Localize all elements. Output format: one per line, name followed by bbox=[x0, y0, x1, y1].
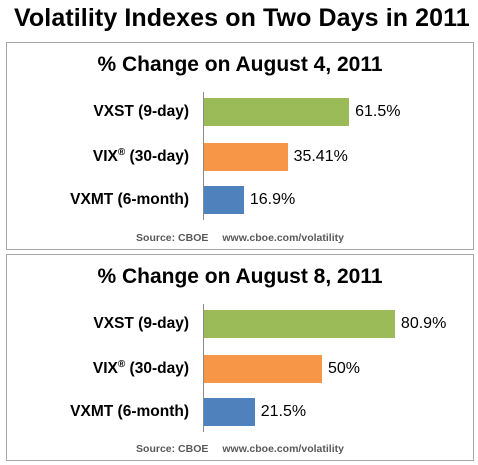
chart-source: Source: CBOE www.cboe.com/volatility bbox=[7, 232, 473, 244]
bar-vxmt-6-month bbox=[204, 186, 244, 214]
bar-vxst-9-day bbox=[204, 310, 395, 338]
chart-title: % Change on August 8, 2011 bbox=[97, 265, 383, 288]
source-text: Source: CBOE bbox=[136, 232, 209, 244]
chart-panel-aug-4: % Change on August 4, 2011 Source: CBOE w… bbox=[6, 42, 474, 250]
chart-panel-aug-8: % Change on August 8, 2011 Source: CBOE w… bbox=[6, 254, 474, 461]
data-label-vxst-9-day: 61.5% bbox=[355, 103, 401, 120]
category-label-vxmt-6-month: VXMT (6-month) bbox=[70, 403, 189, 420]
data-label-vxst-9-day: 80.9% bbox=[400, 315, 447, 332]
category-label-vix-30-day: VIX® (30-day) bbox=[92, 359, 189, 378]
category-label-vxst-9-day: VXST (9-day) bbox=[93, 315, 189, 332]
bar-vxst-9-day bbox=[204, 98, 350, 126]
category-label-vxmt-6-month: VXMT (6-month) bbox=[70, 191, 189, 208]
chart-source: Source: CBOE www.cboe.com/volatility bbox=[7, 443, 473, 455]
category-label-vxst-9-day: VXST (9-day) bbox=[93, 103, 189, 120]
source-url: www.cboe.com/volatility bbox=[222, 443, 344, 455]
y-axis-line bbox=[203, 92, 204, 220]
category-label-vix-30-day: VIX® (30-day) bbox=[92, 147, 189, 166]
bar-vix-30-day bbox=[204, 143, 288, 171]
data-label-vxmt-6-month: 21.5% bbox=[260, 403, 307, 420]
data-label-vxmt-6-month: 16.9% bbox=[249, 191, 296, 208]
bar-vxmt-6-month bbox=[204, 398, 255, 426]
bar-vix-30-day bbox=[204, 355, 322, 383]
y-axis-line bbox=[203, 304, 204, 432]
source-url: www.cboe.com/volatility bbox=[222, 232, 344, 244]
chart-title: % Change on August 4, 2011 bbox=[97, 53, 383, 76]
data-label-vix-30-day: 50% bbox=[328, 360, 361, 377]
main-title: Volatility Indexes on Two Days in 2011 bbox=[14, 4, 470, 32]
source-text: Source: CBOE bbox=[136, 443, 209, 455]
data-label-vix-30-day: 35.41% bbox=[293, 148, 348, 165]
